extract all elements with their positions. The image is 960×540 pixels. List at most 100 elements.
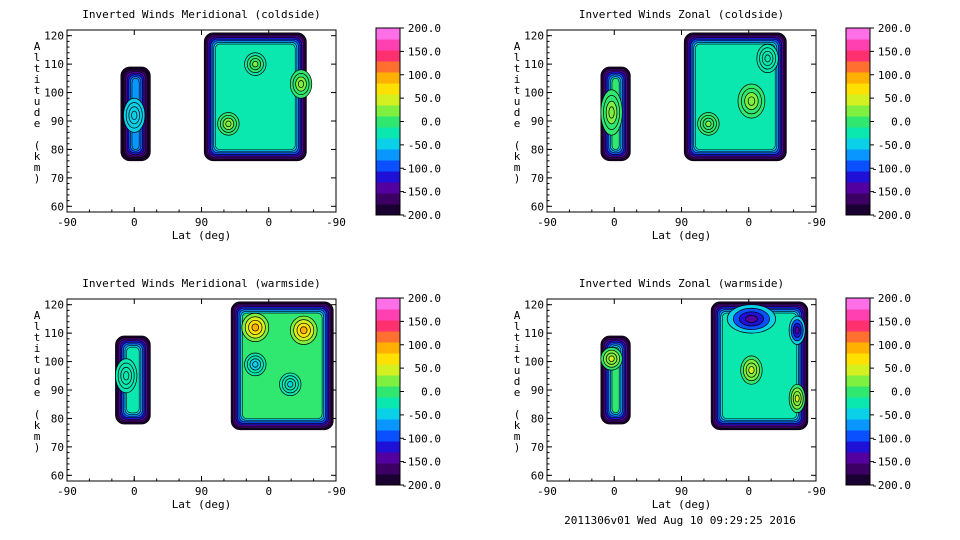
footer-timestamp: 2011306v01 Wed Aug 10 09:29:25 2016 [564, 514, 796, 527]
y-tick-label: 120 [524, 30, 544, 43]
y-tick-label: 100 [44, 356, 64, 369]
colorbar-segment [376, 364, 400, 376]
y-tick-label: 60 [531, 469, 544, 482]
y-tick-label: 70 [531, 441, 544, 454]
data-block-1 [120, 66, 151, 162]
colorbar: 200.0 150.0 100.0 50.0 0.0 -50.0 -100.0 -150.0 -… [375, 22, 441, 222]
x-tick-label: -90 [537, 485, 557, 498]
y-tick-label: 90 [51, 115, 64, 128]
colorbar-segment [376, 474, 400, 486]
colorbar-segment [376, 182, 400, 194]
contour-field [120, 32, 313, 162]
colorbar-segment [846, 105, 870, 117]
colorbar-segment [376, 28, 400, 40]
contour-feature [747, 96, 756, 106]
colorbar-tick-label: 50.0 [885, 92, 912, 105]
y-tick-label: 120 [44, 299, 64, 312]
y-tick-label: 110 [524, 327, 544, 340]
y-tick-label: 80 [531, 143, 544, 156]
contour-feature [745, 315, 758, 323]
colorbar-segment [376, 430, 400, 442]
y-tick-label: 110 [44, 58, 64, 71]
colorbar: 200.0 150.0 100.0 50.0 0.0 -50.0 -100.0 -150.0 -… [845, 22, 912, 222]
colorbar-segment [846, 364, 870, 376]
colorbar-segment [846, 397, 870, 409]
chart-panel-4: Inverted Winds Zonal (warmside) -90 0 90 0 -9… [514, 277, 911, 511]
colorbar-segment [846, 193, 870, 205]
colorbar-tick-label: -200.0 [401, 209, 441, 222]
colorbar-segment [846, 28, 870, 40]
colorbar-segment [376, 160, 400, 172]
colorbar-tick-label: -50.0 [408, 409, 441, 422]
colorbar-segment [846, 386, 870, 398]
y-tick-label: 100 [44, 87, 64, 100]
x-tick-label: 0 [611, 485, 618, 498]
colorbar-tick-label: 200.0 [878, 292, 911, 305]
colorbar-segment [846, 138, 870, 150]
colorbar-tick-label: -150.0 [871, 186, 911, 199]
colorbar-tick-label: -50.0 [408, 139, 441, 152]
colorbar-tick-label: -50.0 [878, 139, 911, 152]
x-tick-label: -90 [326, 216, 346, 229]
contour-field [600, 32, 787, 162]
colorbar-segment [846, 320, 870, 332]
y-tick-label: 90 [531, 384, 544, 397]
colorbar-segment [846, 342, 870, 354]
colorbar-segment [846, 463, 870, 475]
x-tick-label: 0 [265, 485, 272, 498]
data-block-2 [710, 301, 809, 431]
x-tick-label: -90 [326, 485, 346, 498]
x-tick-label: 0 [611, 216, 618, 229]
colorbar-segment [846, 204, 870, 216]
data-block-2 [203, 32, 313, 162]
colorbar-segment [376, 375, 400, 387]
colorbar-segment [376, 127, 400, 139]
y-tick-label: 70 [51, 172, 64, 185]
y-tick-label: 120 [524, 299, 544, 312]
colorbar-segment [846, 441, 870, 453]
contour-feature [608, 355, 615, 362]
colorbar-tick-label: 0.0 [421, 116, 441, 129]
colorbar-segment [376, 452, 400, 464]
y-tick-label: 60 [51, 200, 64, 213]
colorbar-segment [846, 171, 870, 183]
colorbar-segment [376, 83, 400, 95]
colorbar-segment [846, 50, 870, 62]
contour-feature [300, 326, 308, 335]
y-tick-label: 90 [51, 384, 64, 397]
colorbar-segment [846, 408, 870, 420]
colorbar-segment [846, 61, 870, 73]
x-tick-label: -90 [806, 485, 826, 498]
colorbar-segment [376, 463, 400, 475]
y-tick-label: 80 [51, 143, 64, 156]
x-axis-label: Lat (deg) [652, 498, 712, 511]
chart-title: Inverted Winds Meridional (warmside) [82, 277, 320, 290]
y-tick-label: 60 [531, 200, 544, 213]
colorbar-tick-label: 200.0 [408, 292, 441, 305]
colorbar-tick-label: 50.0 [415, 362, 442, 375]
y-tick-label: 110 [44, 327, 64, 340]
colorbar-tick-label: -200.0 [401, 479, 441, 492]
contour-feature [251, 323, 260, 332]
colorbar-segment [846, 452, 870, 464]
colorbar-tick-label: -100.0 [401, 162, 441, 175]
colorbar-segment [846, 94, 870, 106]
colorbar-segment [376, 72, 400, 84]
colorbar-tick-label: 0.0 [421, 386, 441, 399]
contour-feature [297, 80, 305, 88]
x-axis-label: Lat (deg) [652, 229, 712, 242]
colorbar-segment [376, 353, 400, 365]
colorbar-segment [376, 39, 400, 51]
chart-panel-3: Inverted Winds Meridional (warmside) -90 0… [34, 277, 441, 511]
x-tick-label: 90 [675, 216, 688, 229]
colorbar-segment [846, 430, 870, 442]
y-tick-label: 110 [524, 58, 544, 71]
x-axis-label: Lat (deg) [172, 498, 232, 511]
colorbar-tick-label: 150.0 [878, 45, 911, 58]
colorbar-tick-label: 0.0 [891, 116, 911, 129]
colorbar-segment [376, 386, 400, 398]
colorbar-segment [846, 474, 870, 486]
colorbar-segment [376, 342, 400, 354]
